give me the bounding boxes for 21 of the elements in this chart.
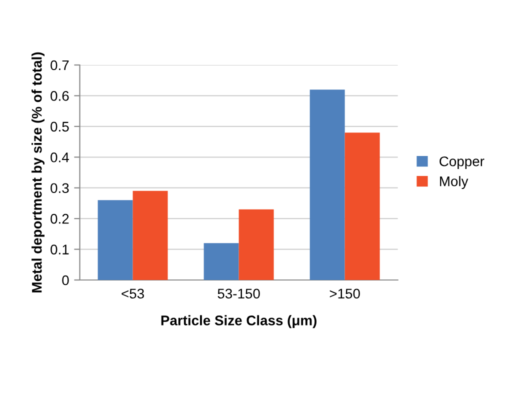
y-tick-label: 0.7 (50, 60, 69, 70)
bar (344, 132, 380, 280)
bar (310, 90, 345, 280)
y-tick-label: 0.4 (50, 152, 69, 162)
x-axis-title: Particle Size Class (μm) (161, 315, 316, 328)
bar (132, 190, 168, 280)
y-tick-label: 0.3 (50, 183, 69, 194)
y-axis-title: Metal deportment by size (% of total) (32, 52, 44, 292)
bar (238, 209, 274, 280)
y-tick-label: 0.1 (50, 244, 69, 254)
legend-label: Moly (440, 176, 468, 189)
y-tick-label: 0.6 (50, 91, 69, 101)
y-tick-label: 0.2 (50, 214, 69, 224)
legend-label: Copper (440, 156, 484, 170)
x-tick-label: <53 (122, 288, 144, 299)
x-tick-label: 53-150 (218, 288, 260, 299)
x-tick-label: >150 (330, 288, 360, 299)
y-tick-label: 0.5 (50, 122, 69, 132)
bar (98, 200, 133, 280)
y-tick-label: 0 (62, 275, 69, 286)
bar (204, 243, 239, 280)
